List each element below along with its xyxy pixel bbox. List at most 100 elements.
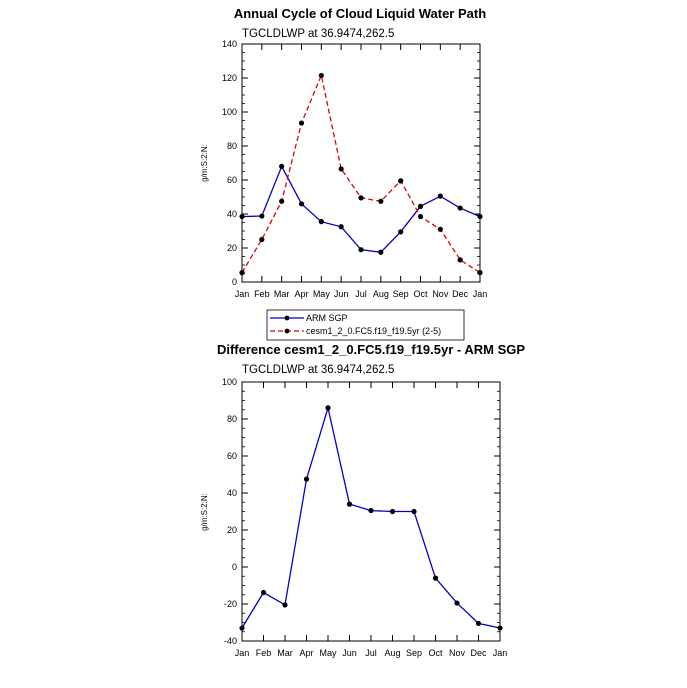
x-tick-label: Dec: [452, 289, 469, 299]
data-point: [497, 625, 503, 631]
data-point: [417, 213, 424, 220]
x-tick-label: Jul: [355, 289, 367, 299]
data-point: [454, 600, 460, 606]
data-point: [259, 213, 265, 219]
legend-marker-cesm: [284, 328, 290, 334]
data-point: [378, 198, 384, 204]
legend-entry-cesm: cesm1_2_0.FC5.f19_f19.5yr (2-5): [306, 326, 441, 336]
x-tick-label: Mar: [277, 648, 293, 658]
data-point: [358, 195, 364, 201]
data-point: [411, 508, 417, 515]
x-tick-label: Jun: [334, 289, 349, 299]
data-point: [389, 508, 396, 515]
x-tick-label: Mar: [274, 289, 290, 299]
data-point: [260, 589, 267, 596]
legend: ARM SGP cesm1_2_0.FC5.f19_f19.5yr (2-5): [266, 309, 465, 341]
data-point: [239, 270, 245, 276]
x-tick-label: Jan: [493, 648, 508, 658]
x-tick-label: Sep: [406, 648, 422, 658]
x-tick-label: Jan: [235, 289, 250, 299]
y-axis-label: g/m:S:2:N:: [200, 144, 209, 182]
y-tick-label: 80: [227, 414, 237, 424]
data-point: [239, 625, 245, 631]
x-tick-label: Feb: [256, 648, 272, 658]
series-line-0: [241, 405, 501, 629]
y-axis-label: g/m:S:2:N:: [200, 493, 209, 531]
data-point: [378, 249, 384, 255]
x-tick-label: Jun: [342, 648, 357, 658]
data-point: [398, 229, 404, 235]
data-point: [239, 213, 245, 220]
data-point: [298, 201, 305, 207]
x-tick-label: Jan: [235, 648, 250, 658]
data-point: [325, 405, 331, 411]
chart-annual-cycle: Annual Cycle of Cloud Liquid Water Path …: [200, 6, 487, 341]
x-tick-label: Jan: [473, 289, 488, 299]
y-tick-label: 120: [222, 73, 237, 83]
data-point: [358, 247, 364, 253]
y-tick-label: 60: [227, 451, 237, 461]
chart-difference: Difference cesm1_2_0.FC5.f19_f19.5yr - A…: [200, 342, 525, 658]
chart-title: Difference cesm1_2_0.FC5.f19_f19.5yr - A…: [217, 342, 525, 357]
x-tick-label: Aug: [384, 648, 400, 658]
data-point: [338, 166, 344, 172]
y-tick-label: 100: [222, 107, 237, 117]
x-tick-label: Sep: [393, 289, 409, 299]
data-point: [279, 163, 285, 169]
legend-marker-arm: [284, 315, 290, 321]
plot-frame: [241, 43, 481, 283]
data-point: [432, 575, 439, 581]
x-tick-label: Apr: [299, 648, 313, 658]
y-tick-label: 100: [222, 377, 237, 387]
y-tick-label: 60: [227, 175, 237, 185]
series-line-1: [241, 73, 481, 274]
y-tick-label: 140: [222, 39, 237, 49]
data-point: [318, 72, 324, 79]
data-point: [318, 219, 324, 225]
y-tick-label: 80: [227, 141, 237, 151]
y-tick-label: 0: [232, 277, 237, 287]
data-point: [417, 203, 424, 209]
x-tick-label: Oct: [413, 289, 428, 299]
x-tick-label: Oct: [428, 648, 443, 658]
data-point: [338, 224, 344, 230]
data-point: [437, 193, 443, 199]
data-point: [437, 226, 443, 232]
x-tick-label: May: [313, 289, 331, 299]
data-point: [457, 257, 463, 263]
x-tick-label: May: [319, 648, 337, 658]
data-point: [368, 507, 374, 514]
data-point: [346, 501, 353, 507]
x-tick-label: Nov: [432, 289, 449, 299]
data-point: [279, 198, 285, 204]
y-tick-label: 40: [227, 209, 237, 219]
y-tick-label: 20: [227, 243, 237, 253]
data-point: [303, 476, 310, 482]
data-point: [477, 270, 483, 276]
y-tick-label: 40: [227, 488, 237, 498]
chart-subtitle: TGCLDLWP at 36.9474,262.5: [242, 364, 394, 376]
y-tick-label: -40: [224, 636, 237, 646]
y-tick-label: 0: [232, 562, 237, 572]
legend-box: [266, 309, 465, 341]
data-point: [457, 205, 463, 211]
chart-subtitle: TGCLDLWP at 36.9474,262.5: [242, 28, 394, 40]
data-point: [282, 602, 288, 608]
x-tick-label: Jul: [365, 648, 377, 658]
data-point: [475, 620, 482, 627]
data-point: [259, 236, 265, 243]
x-tick-label: Nov: [449, 648, 466, 658]
data-point: [477, 213, 483, 220]
x-tick-label: Dec: [470, 648, 487, 658]
chart-title: Annual Cycle of Cloud Liquid Water Path: [234, 6, 486, 21]
y-tick-label: 20: [227, 525, 237, 535]
x-tick-label: Feb: [254, 289, 270, 299]
plot-area: 0 20 40 60 80 100 120 140 Jan Feb Mar Apr May Jun Jul A…: [222, 39, 487, 299]
y-tick-label: -20: [224, 599, 237, 609]
plot-area: -40 -20 0 20 40 60 80 100 Jan Feb Mar Apr May Jun Jul A…: [222, 377, 507, 658]
data-point: [298, 120, 305, 126]
data-point: [398, 178, 404, 184]
legend-entry-arm: ARM SGP: [306, 313, 348, 323]
x-tick-label: Aug: [373, 289, 389, 299]
